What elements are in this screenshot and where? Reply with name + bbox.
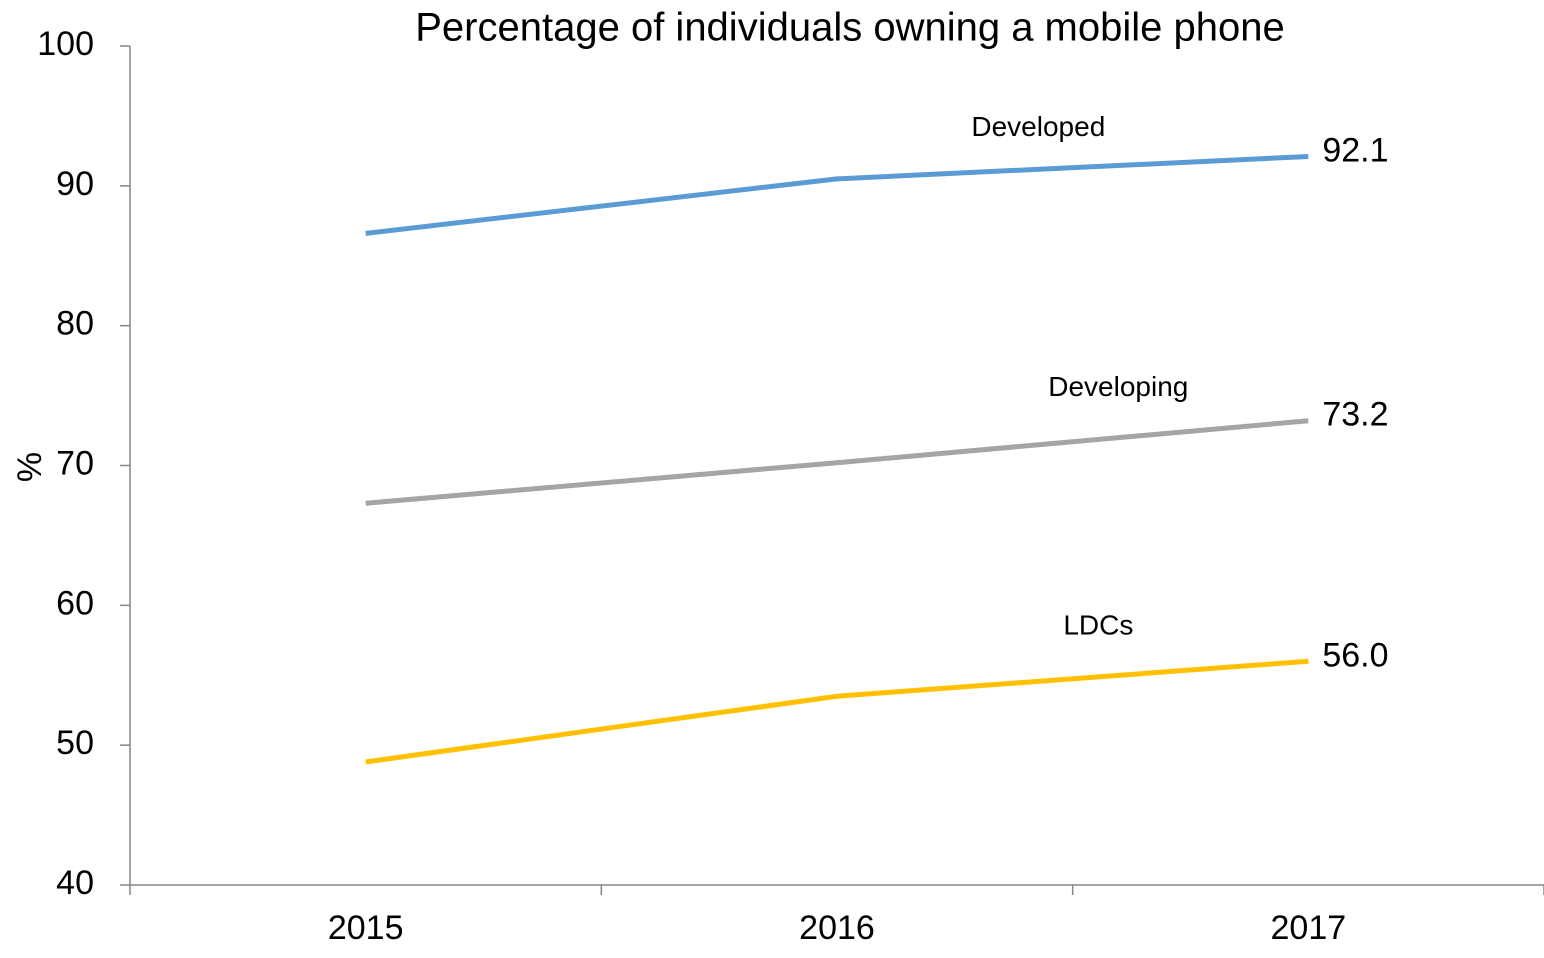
y-axis-label: % <box>11 452 49 482</box>
y-tick-label: 40 <box>56 864 94 902</box>
y-tick-label: 90 <box>56 165 94 203</box>
x-tick-label: 2017 <box>1271 909 1347 947</box>
data-label: 92.1 <box>1322 131 1388 169</box>
series-name-label: Developed <box>971 111 1105 142</box>
chart-title: Percentage of individuals owning a mobil… <box>415 6 1284 50</box>
series-line <box>366 156 1309 233</box>
data-label: 56.0 <box>1322 636 1388 674</box>
y-tick-label: 60 <box>56 584 94 622</box>
y-tick-label: 50 <box>56 724 94 762</box>
y-tick-label: 70 <box>56 444 94 482</box>
x-tick-label: 2016 <box>799 909 875 947</box>
series-line <box>366 661 1309 762</box>
series-line <box>366 421 1309 504</box>
data-label: 73.2 <box>1322 396 1388 434</box>
chart: Percentage of individuals owning a mobil… <box>0 0 1544 958</box>
page: Percentage of individuals owning a mobil… <box>0 0 1544 958</box>
x-tick-label: 2015 <box>328 909 404 947</box>
series-name-label: Developing <box>1048 371 1188 402</box>
y-tick-label: 80 <box>56 305 94 343</box>
series-name-label: LDCs <box>1063 610 1133 641</box>
y-tick-label: 100 <box>37 25 94 63</box>
